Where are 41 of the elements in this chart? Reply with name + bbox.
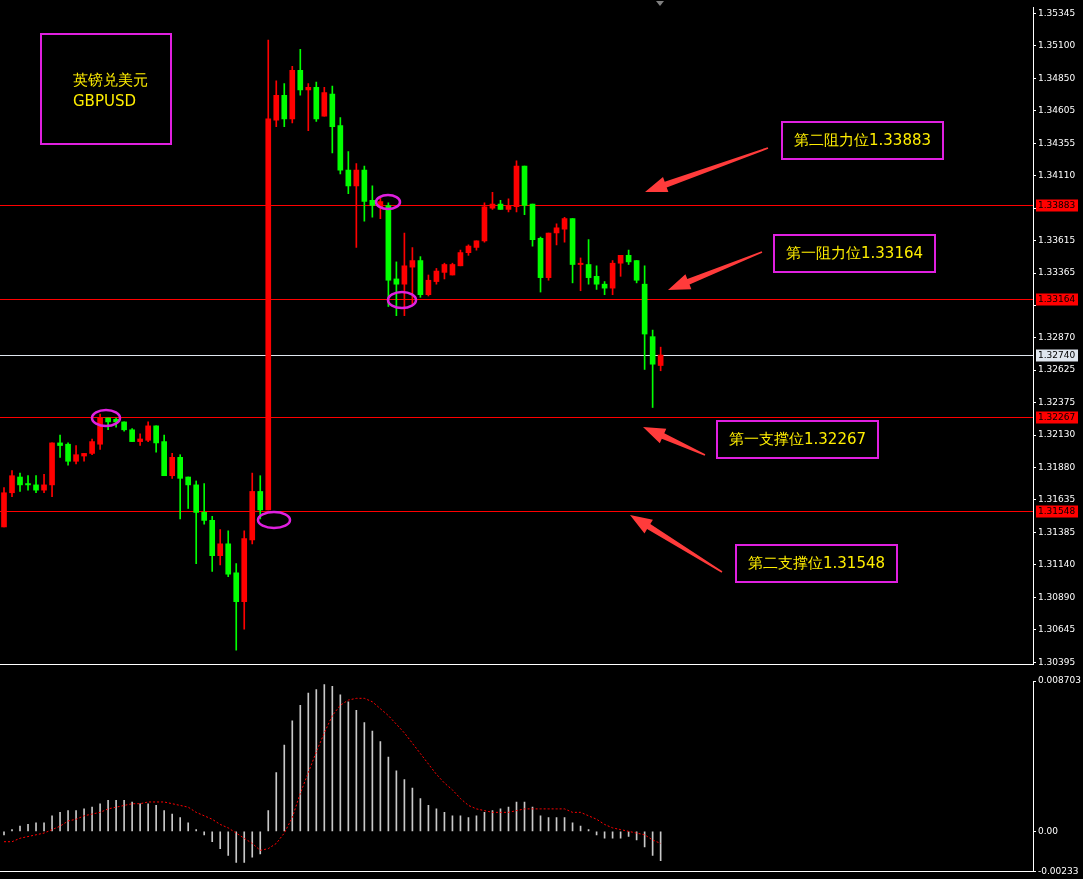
candlestick — [305, 83, 312, 132]
y-tick-label: 1.30890 — [1038, 592, 1076, 603]
y-tick-label: 1.31385 — [1038, 527, 1076, 538]
annotation: 第二阻力位1.33883 — [781, 121, 945, 160]
candlestick — [57, 434, 63, 458]
ref-line-label: 1.32267 — [1038, 412, 1076, 423]
y-tick-label: 1.34605 — [1038, 104, 1076, 115]
y-tick-label: 1.32375 — [1038, 397, 1076, 408]
candlestick — [137, 433, 143, 446]
text: GBPUSD — [73, 91, 137, 112]
y-tick-label: 1.34850 — [1038, 72, 1076, 83]
ref-line-label: 1.31548 — [1038, 506, 1076, 517]
candlestick — [201, 483, 208, 525]
annotation: 第二支撑位1.31548 — [735, 544, 899, 583]
line-series — [3, 697, 662, 851]
y-tick-label: 1.33365 — [1038, 267, 1076, 278]
y-tick-label: 1.31635 — [1038, 494, 1076, 505]
y-tick-label: 1.31880 — [1038, 462, 1076, 473]
ref-line-label: 1.32740 — [1038, 350, 1076, 361]
y-tick-label: 1.34355 — [1038, 137, 1076, 148]
y-tick-label: 1.32130 — [1038, 429, 1076, 440]
y-tick-label: 1.33615 — [1038, 234, 1076, 245]
y-tick-label: 1.35345 — [1038, 7, 1076, 18]
y-tick-label: 0.00 — [1038, 825, 1059, 836]
ref-line-label: 1.33164 — [1038, 294, 1076, 305]
y-tick-label: 1.35100 — [1038, 39, 1076, 50]
y-tick-label: 1.30395 — [1038, 656, 1076, 667]
candlestick — [25, 475, 31, 491]
annotation: 第一支撑位1.32267 — [716, 420, 880, 459]
annotation: 第一阻力位1.33164 — [773, 234, 937, 273]
candlestick — [185, 476, 192, 509]
y-tick-label: 1.31140 — [1038, 559, 1076, 570]
y-tick-label: 1.34110 — [1038, 169, 1076, 180]
y-tick-label: -0.00233 — [1038, 865, 1079, 876]
text: 英镑兑美元 — [73, 70, 149, 91]
ref-line-label: 1.33883 — [1038, 200, 1076, 211]
candlestick — [33, 475, 39, 494]
y-tick-label: 0.008703 — [1038, 675, 1081, 686]
y-tick-label: 1.32870 — [1038, 332, 1076, 343]
y-tick-label: 1.32625 — [1038, 364, 1076, 375]
y-tick-label: 1.30645 — [1038, 624, 1076, 635]
